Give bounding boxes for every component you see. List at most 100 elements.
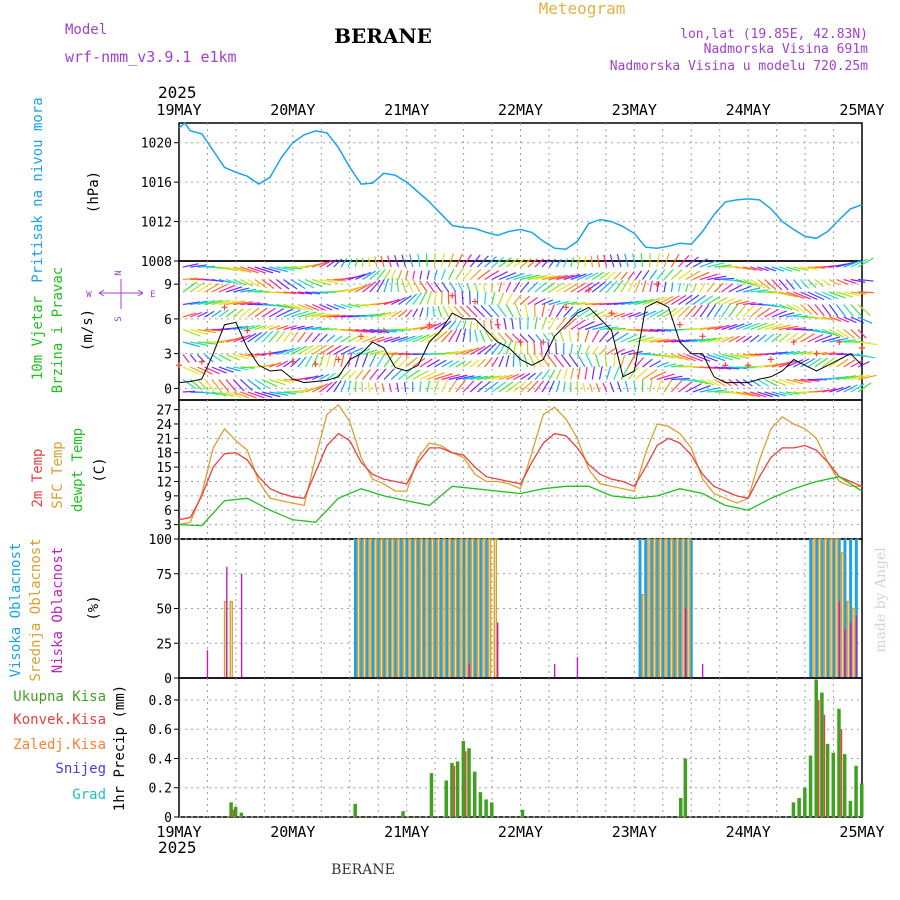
wind-arrow: [390, 355, 402, 368]
wind-arrow: [728, 304, 739, 318]
bottom-time-label: 19MAY: [156, 823, 201, 841]
wind-arrow: [374, 382, 378, 393]
wind-arrow: [232, 379, 245, 392]
wind-arrow: [616, 381, 622, 393]
wind-arrow: [369, 312, 386, 318]
wind-arrow: [405, 293, 418, 305]
wind-arrow: [240, 278, 253, 287]
wind-arrow: [247, 324, 261, 331]
wind-arrow: [640, 253, 644, 268]
wind-arrow: [333, 303, 346, 310]
wind-arrow: [764, 362, 784, 368]
wind-arrow: [433, 380, 440, 393]
wind-arrow: [441, 320, 452, 330]
wind-arrow: [182, 301, 200, 306]
precip-total-bar: [820, 692, 824, 817]
pressure-grid: [179, 123, 862, 262]
wind-arrow: [778, 279, 789, 291]
precip-total-bar: [478, 792, 483, 817]
wind-arrow: [401, 278, 407, 293]
wind-arrow: [656, 361, 669, 368]
wind-arrow: [757, 378, 770, 387]
wind-arrow: [276, 378, 294, 384]
wind-arrow: [484, 357, 493, 368]
wind-arrow: [347, 273, 366, 281]
wind-arrow: [771, 324, 791, 331]
wind-arrow: [304, 344, 321, 356]
wind-arrow: [663, 295, 680, 306]
wind-arrow: [505, 381, 520, 393]
cloud-mid-bar: [436, 538, 441, 678]
wind-arrow: [821, 328, 839, 337]
wind-arrow: [721, 323, 738, 331]
wind-arrow: [728, 366, 748, 370]
precip-total-bar: [825, 743, 830, 817]
wind-arrow: [829, 375, 849, 381]
wind-arrow: [577, 308, 590, 318]
wind-arrow: [692, 378, 709, 385]
precip-total-bar: [520, 809, 525, 817]
y-tick-label: 1012: [141, 216, 172, 231]
wind-arrow: [347, 284, 366, 293]
wind-arrow: [771, 310, 787, 318]
wind-arrow: [663, 253, 670, 268]
wind-arrow: [211, 366, 227, 374]
wind-arrow: [757, 307, 771, 318]
wind-arrow: [582, 382, 586, 393]
wind-arrow: [548, 258, 556, 268]
wind-arrow: [383, 269, 391, 280]
wind-arrow: [426, 306, 429, 318]
wind-arrow: [326, 380, 338, 393]
wind-arrow: [642, 310, 656, 318]
wind-arrow: [268, 362, 282, 368]
wind-arrow: [326, 303, 339, 310]
wind-arrow: [534, 371, 543, 380]
cloud-mid-bar: [431, 538, 435, 678]
wind-arrow: [275, 330, 286, 343]
wind-arrow: [591, 345, 599, 355]
wind-arrow: [771, 361, 791, 368]
wind-arrow: [225, 353, 241, 361]
wind-arrow: [211, 278, 224, 283]
bottom-time-label: 25MAY: [839, 823, 884, 841]
wind-arrow: [843, 304, 854, 317]
wind-arrow: [520, 281, 530, 293]
wind-arrow: [440, 290, 443, 305]
wind-arrow: [786, 391, 800, 395]
wind-arrow: [419, 291, 427, 305]
wind-arrow: [793, 304, 806, 314]
wind-arrow: [466, 282, 471, 293]
wind-arrow: [276, 308, 293, 318]
wind-arrow: [692, 294, 707, 305]
wind-arrow: [440, 269, 446, 280]
wind-arrow: [599, 280, 613, 293]
wind-arrow: [613, 354, 616, 368]
wind-arrow: [721, 353, 741, 360]
wind-arrow: [624, 253, 629, 268]
wind-arrow: [512, 258, 526, 268]
wind-arrow: [829, 386, 844, 393]
top-time-label: 20MAY: [270, 101, 315, 119]
wind-arrow: [548, 380, 555, 393]
wind-arrow: [448, 268, 455, 280]
wind-arrow: [491, 381, 507, 393]
wind-arrow: [678, 353, 696, 362]
wind-gust-marker: [859, 344, 865, 351]
wind-arrow: [584, 322, 604, 331]
wind-arrow: [728, 335, 740, 343]
wind-arrow: [520, 274, 540, 281]
wind-arrow: [218, 285, 235, 293]
wind-arrow: [326, 353, 331, 368]
wind-arrow: [857, 374, 877, 381]
wind-arrow: [559, 331, 565, 343]
wind-arrow: [354, 369, 364, 380]
wind-arrow: [448, 374, 468, 381]
wind-arrow: [685, 270, 701, 281]
cloud-mid-bar: [419, 538, 424, 678]
wind-arrow: [850, 329, 861, 339]
wind-arrow: [409, 254, 414, 268]
precip-conv-label: Konvek.Kisa: [13, 712, 106, 728]
wind-arrow: [182, 312, 197, 318]
wind-arrow: [268, 330, 280, 343]
